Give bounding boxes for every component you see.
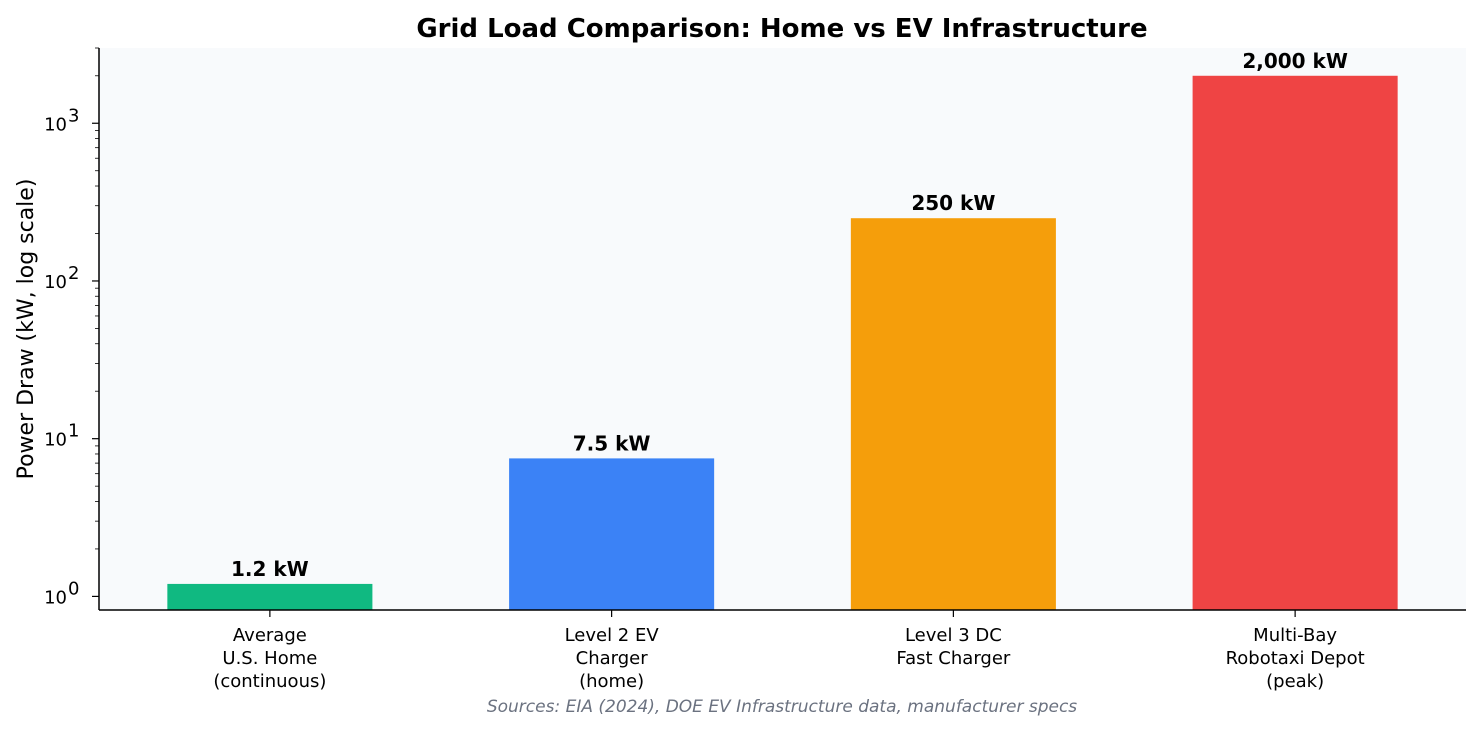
- y-tick-label-3: 10: [44, 272, 67, 293]
- bar-4: [1192, 75, 1398, 610]
- x-tick-label-2: Level 2 EV Charger (home): [565, 625, 660, 692]
- bar-value-label-1: 1.2 kW: [231, 557, 309, 581]
- bar-value-label-2: 7.5 kW: [573, 431, 651, 455]
- x-tick-label-1: Average U.S. Home (continuous): [213, 625, 326, 692]
- y-tick-label-2: 10: [44, 430, 67, 451]
- bars-group: [167, 75, 1398, 610]
- chart-title: Grid Load Comparison: Home vs EV Infrast…: [416, 14, 1147, 44]
- y-tick-exponent-3: 2: [68, 263, 79, 284]
- x-tick-label-3: Level 3 DC Fast Charger: [896, 625, 1010, 669]
- bar-2: [509, 458, 715, 610]
- y-tick-exponent-1: 0: [68, 578, 79, 599]
- x-ticks-group: Average U.S. Home (continuous) Level 2 EV Ch…: [213, 610, 1365, 692]
- source-note: Sources: EIA (2024), DOE EV Infrastructu…: [487, 697, 1077, 717]
- x-tick-label-4: Multi-Bay Robotaxi Depot (peak): [1226, 625, 1365, 692]
- y-tick-label-4: 10: [44, 114, 67, 135]
- y-axis-label: Power Draw (kW, log scale): [14, 179, 39, 480]
- bar-value-label-3: 250 kW: [911, 191, 995, 215]
- bar-value-label-4: 2,000 kW: [1242, 49, 1348, 73]
- y-tick-label-1: 10: [44, 587, 67, 608]
- bar-3: [850, 218, 1056, 610]
- bar-labels-group: 1.2 kW 7.5 kW 250 kW 2,000 kW: [231, 49, 1348, 581]
- y-tick-exponent-2: 1: [68, 421, 79, 442]
- bar-1: [167, 583, 373, 610]
- y-tick-exponent-4: 3: [68, 105, 79, 126]
